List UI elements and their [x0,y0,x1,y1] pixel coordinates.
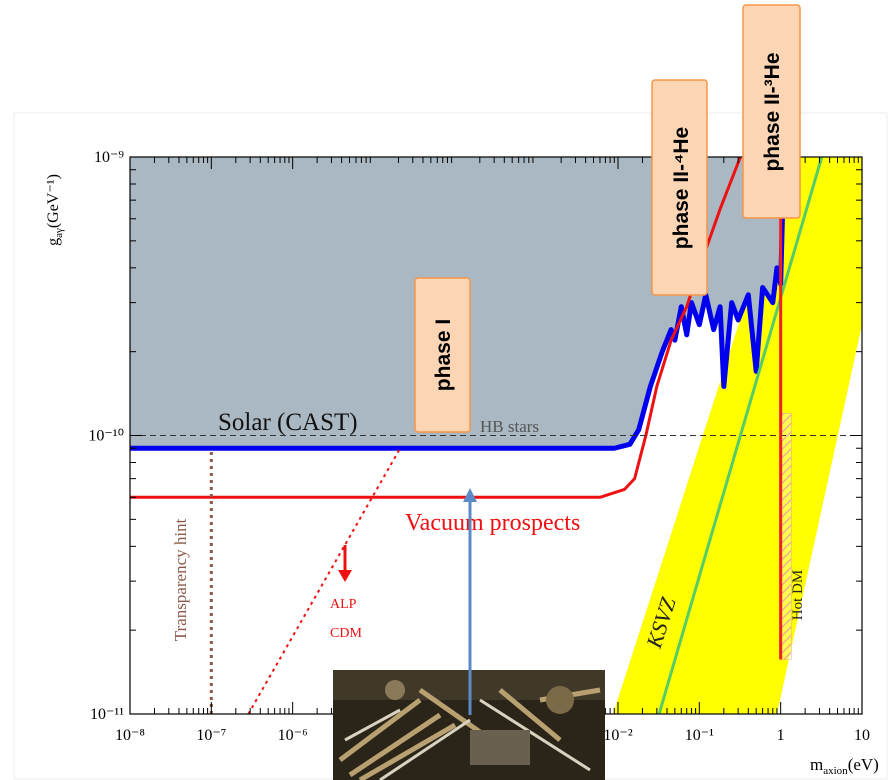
photo-arrowhead [463,488,477,502]
phase-label: phase II-⁴He [670,127,693,249]
alp-arrowhead [338,570,352,582]
photo-flange [546,686,574,714]
series-line [247,447,402,714]
y-tick-label: 10⁻¹⁰ [88,428,124,445]
x-tick-label: 10 [854,727,870,744]
x-tick-label: 1 [777,727,785,744]
cast-label: Solar (CAST) [218,409,358,436]
hot-dm-region [780,413,792,660]
x-label-sub: axion [823,765,848,777]
y-axis-label: gaγ(GeV⁻¹) [45,174,65,246]
x-tick-label: 10⁻⁸ [115,727,145,744]
y-tick-label: 10⁻¹¹ [90,706,124,723]
y-label-main: g [45,238,62,246]
x-tick-label: 10⁻¹ [685,727,714,744]
photo-flange [385,680,405,700]
axes: 10⁻⁸ 10⁻⁷ 10⁻⁶ 10⁻² 10⁻¹ 1 10 10⁻¹¹ 10⁻¹⁰ 10⁻⁹ [88,149,870,744]
photo-block [470,730,530,765]
alp-label: ALP [330,597,357,612]
x-label-unit: (eV) [848,755,879,774]
photo-cables [344,698,591,780]
x-tick-label: 10⁻⁷ [196,727,226,744]
y-label-unit: (GeV⁻¹) [45,174,62,228]
y-label-sub: aγ [53,228,65,238]
series-line [130,157,786,451]
phase-label: phase II-³He [761,52,784,171]
series-line [657,157,824,714]
x-label-main: m [810,755,823,774]
vacuum-label: Vacuum prospects [405,510,580,536]
phase-label: phase I [432,319,455,391]
hb-label: HB stars [480,417,539,436]
x-axis-label: maxion(eV) [810,755,879,777]
x-tick-label: 10⁻⁶ [278,727,308,744]
phase-box [414,277,471,433]
x-tick-label: 10⁻² [603,727,632,744]
phase-box [651,79,708,296]
y-tick-label: 10⁻⁹ [94,149,124,166]
photo-pipes [338,687,601,780]
transparency-label: Transparency hint [171,518,190,641]
model-band [613,157,862,714]
hotdm-label: Hot DM [790,570,806,620]
cdm-label: CDM [330,626,362,641]
phase-box [742,4,801,219]
